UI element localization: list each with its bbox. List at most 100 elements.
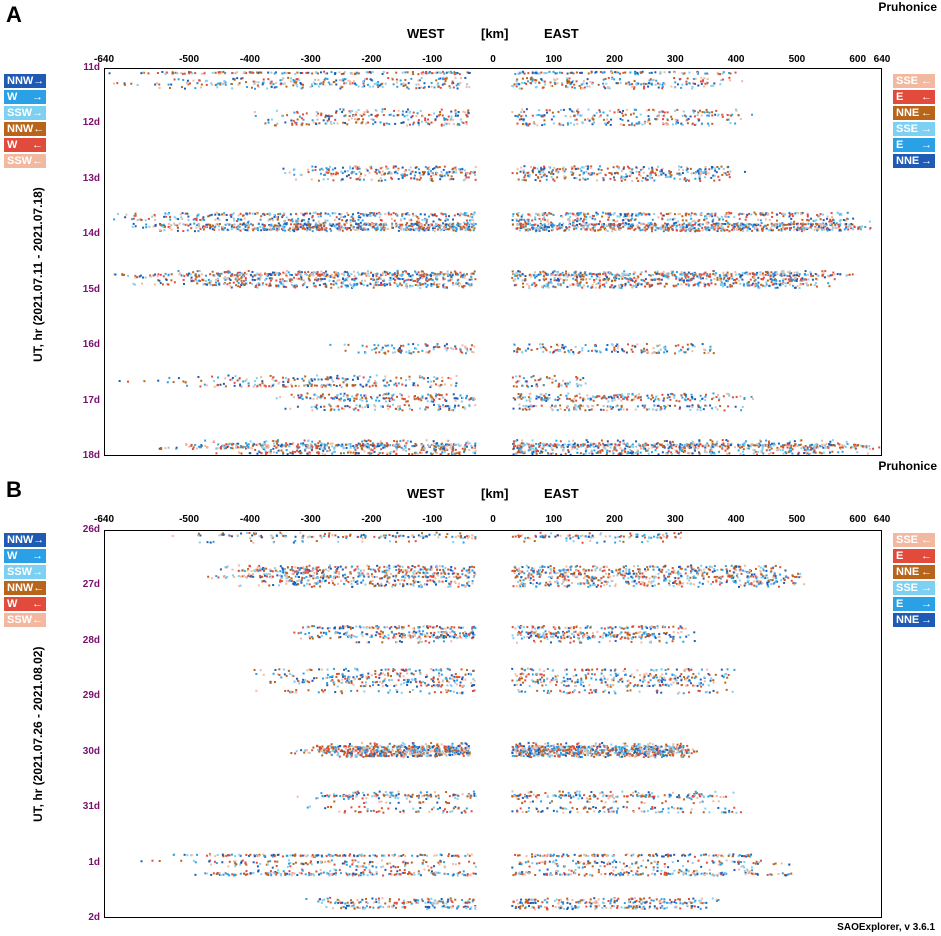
echo-point [665, 282, 668, 285]
echo-point [435, 225, 438, 228]
echo-point [456, 71, 459, 74]
echo-point [845, 225, 848, 228]
echo-point [514, 114, 517, 117]
echo-point [456, 213, 459, 216]
echo-point [660, 272, 663, 275]
echo-point [550, 118, 553, 121]
echo-point [441, 70, 444, 73]
echo-point [729, 212, 732, 215]
echo-point [700, 76, 703, 79]
echo-point [774, 271, 777, 274]
echo-point [586, 85, 589, 88]
echo-point [722, 278, 725, 281]
echo-point [343, 223, 346, 226]
echo-point [244, 225, 247, 228]
echo-point [237, 278, 240, 281]
echo-point [441, 228, 444, 231]
echo-point [683, 227, 686, 230]
echo-point [391, 78, 394, 81]
echo-point [383, 270, 386, 273]
echo-point [345, 286, 348, 289]
echo-point [704, 171, 707, 174]
echo-point [248, 71, 251, 74]
echo-point [598, 228, 601, 231]
echo-point [260, 215, 263, 218]
echo-point [290, 281, 293, 284]
echo-point [426, 273, 429, 276]
echo-point [437, 225, 440, 228]
echo-point [573, 83, 576, 86]
echo-point [298, 225, 301, 228]
echo-point [666, 117, 669, 120]
echo-point [705, 72, 708, 75]
echo-point [369, 71, 372, 74]
echo-point [521, 213, 524, 216]
echo-point [792, 223, 795, 226]
echo-point [574, 273, 577, 276]
echo-point [343, 115, 346, 118]
echo-point [330, 122, 333, 125]
echo-point [419, 276, 422, 279]
echo-point [277, 213, 280, 216]
echo-point [541, 124, 544, 127]
echo-point [335, 223, 338, 226]
echo-point [154, 83, 157, 86]
echo-point [553, 279, 556, 282]
echo-point [572, 79, 575, 82]
echo-point [463, 226, 466, 229]
echo-point [579, 211, 582, 214]
echo-point [700, 172, 703, 175]
echo-point [711, 111, 714, 114]
echo-point [609, 225, 612, 228]
echo-point [692, 77, 695, 80]
echo-point [779, 212, 782, 215]
echo-point [677, 220, 680, 223]
echo-point [668, 224, 671, 227]
echo-point [782, 215, 785, 218]
echo-point [572, 123, 575, 126]
echo-point [638, 122, 641, 125]
echo-point [238, 278, 241, 281]
echo-point [333, 271, 336, 274]
echo-point [466, 71, 469, 74]
echo-point [718, 278, 721, 281]
echo-point [589, 272, 592, 275]
echo-point [301, 86, 304, 89]
echo-point [523, 179, 526, 182]
echo-point [693, 283, 696, 286]
echo-point [383, 229, 386, 232]
echo-point [225, 218, 228, 221]
echo-point [436, 273, 439, 276]
echo-point [793, 274, 796, 277]
echo-point [528, 284, 531, 287]
echo-point [742, 283, 745, 286]
echo-point [710, 84, 713, 87]
echo-point [595, 211, 598, 214]
echo-point [532, 122, 535, 125]
echo-point [180, 72, 183, 75]
echo-point [232, 212, 235, 215]
echo-point [799, 226, 802, 229]
echo-point [639, 174, 642, 177]
echo-point [204, 280, 207, 282]
echo-point [721, 115, 724, 118]
echo-point [673, 71, 676, 74]
echo-point [293, 173, 296, 176]
echo-point [533, 274, 536, 277]
echo-point [680, 166, 683, 169]
echo-point [469, 285, 472, 288]
echo-point [338, 218, 341, 221]
echo-point [382, 123, 385, 126]
echo-point [658, 82, 661, 85]
echo-point [395, 71, 398, 74]
echo-point [520, 215, 523, 218]
echo-point [537, 176, 540, 179]
echo-point [344, 278, 347, 281]
echo-point [314, 278, 317, 281]
echo-point [443, 117, 446, 120]
echo-point [597, 168, 600, 171]
echo-point [419, 213, 422, 216]
echo-point [277, 274, 280, 277]
echo-point [540, 226, 543, 229]
echo-point [514, 274, 517, 277]
